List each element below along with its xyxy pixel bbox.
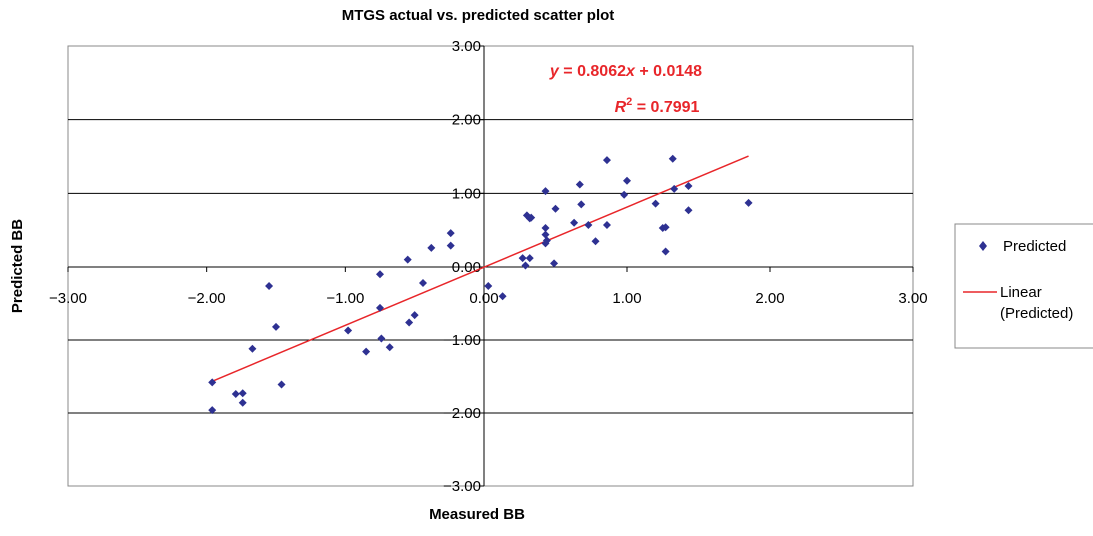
y-tick-label: −1.00	[443, 332, 481, 349]
r-squared-r: R	[615, 99, 627, 116]
data-point	[623, 176, 631, 185]
eq-intercept: + 0.0148	[635, 63, 702, 80]
x-axis-label: Measured BB	[429, 506, 525, 523]
data-point	[238, 389, 247, 398]
data-point	[541, 230, 550, 239]
data-point	[668, 154, 677, 163]
data-point	[362, 347, 371, 356]
data-point	[661, 223, 670, 232]
r-squared-value: = 0.7991	[632, 99, 699, 116]
data-point	[651, 199, 660, 208]
data-point	[584, 221, 593, 230]
y-tick-label: 2.00	[452, 112, 481, 129]
data-point	[570, 218, 579, 227]
data-point	[670, 184, 679, 193]
gridlines	[68, 119, 913, 414]
legend-predicted-label: Predicted	[1003, 238, 1066, 255]
y-tick-label: −3.00	[443, 478, 481, 495]
r-squared-sup: 2	[626, 96, 632, 108]
data-point	[376, 270, 384, 279]
y-tick-label: 3.00	[452, 38, 481, 55]
y-tick-label: 1.00	[452, 185, 481, 202]
data-point	[541, 223, 550, 232]
data-point	[484, 281, 493, 290]
data-point	[521, 261, 530, 270]
data-point	[410, 311, 419, 320]
eq-y: y	[549, 63, 560, 80]
data-point	[577, 200, 586, 209]
eq-slope: = 0.8062	[559, 63, 626, 80]
data-point	[405, 318, 414, 327]
data-point	[208, 406, 217, 415]
x-tick-label: 3.00	[898, 290, 927, 307]
data-point	[541, 187, 550, 196]
y-axis-label: Predicted BB	[9, 219, 26, 313]
data-point	[265, 281, 274, 290]
data-point	[744, 198, 753, 207]
legend-predicted-marker	[979, 241, 987, 251]
plot-area	[67, 45, 914, 487]
data-point	[550, 259, 559, 268]
data-point	[238, 398, 247, 407]
data-point	[385, 343, 394, 352]
eq-x: x	[625, 63, 636, 80]
data-point	[575, 180, 584, 189]
data-point	[551, 204, 560, 213]
data-point	[591, 237, 600, 246]
data-point	[231, 390, 240, 399]
data-point	[427, 243, 436, 252]
data-point	[446, 241, 455, 250]
data-point	[418, 279, 427, 288]
chart-title: MTGS actual vs. predicted scatter plot	[342, 7, 615, 24]
x-tick-label: 0.00	[469, 290, 498, 307]
y-tick-label: 0.00	[452, 259, 481, 276]
data-point	[498, 292, 507, 301]
legend: Predicted Linear (Predicted)	[954, 223, 1093, 349]
axes	[67, 45, 914, 487]
data-point	[208, 378, 217, 387]
x-tick-label: −2.00	[188, 290, 226, 307]
data-point	[376, 303, 384, 312]
legend-linear-label-line2: (Predicted)	[1000, 305, 1073, 322]
trendline-group	[211, 155, 749, 382]
x-tick-label: −1.00	[326, 290, 364, 307]
legend-linear-label-line1: Linear	[1000, 284, 1042, 301]
r-squared-annotation: R2 = 0.7991	[615, 96, 700, 116]
data-point	[277, 380, 286, 389]
x-tick-label: 1.00	[612, 290, 641, 307]
data-point	[602, 156, 611, 165]
data-point	[344, 326, 353, 335]
y-tick-label: −2.00	[443, 405, 481, 422]
data-point	[525, 254, 534, 263]
data-point	[684, 181, 693, 190]
data-point	[602, 221, 611, 230]
data-points	[208, 154, 753, 415]
data-point	[446, 229, 455, 238]
data-point	[377, 334, 386, 343]
legend-box	[954, 223, 1093, 349]
data-point	[248, 344, 257, 353]
x-tick-label: −3.00	[49, 290, 87, 307]
data-point	[403, 255, 412, 264]
data-point	[620, 190, 629, 199]
data-point	[527, 213, 536, 222]
data-point	[684, 206, 693, 215]
data-point	[272, 322, 280, 331]
tick-labels: −3.00 −2.00 −1.00 0.00 1.00 2.00 3.00 −3.00 −2.0…	[49, 38, 928, 495]
regression-equation: y = 0.8062x + 0.0148	[549, 63, 702, 80]
x-tick-label: 2.00	[755, 290, 784, 307]
trendline	[211, 155, 749, 382]
data-point	[542, 236, 551, 245]
data-point	[518, 254, 527, 263]
data-point	[661, 247, 670, 256]
